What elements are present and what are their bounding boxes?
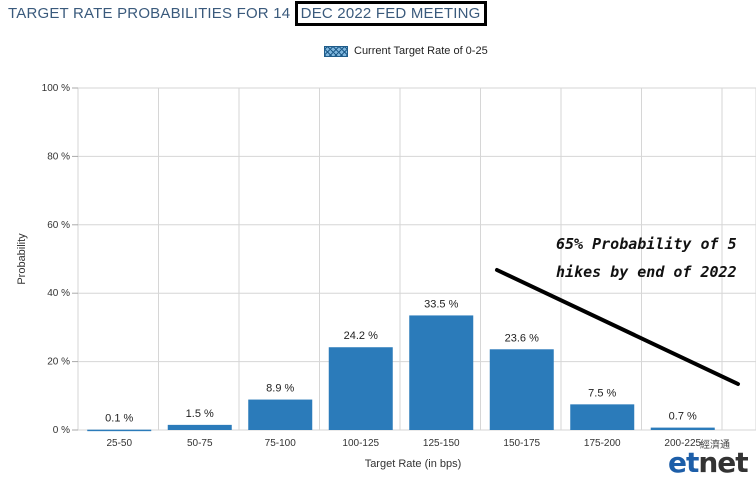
title-prefix: TARGET RATE PROBABILITIES FOR 14	[8, 5, 295, 22]
x-tick-label: 125-150	[423, 438, 460, 449]
data-label: 7.5 %	[588, 387, 616, 399]
annotation-text: 65% Probability of 5 hikes by end of 202…	[556, 230, 746, 286]
annotation-line-2: hikes by end of 2022	[556, 263, 737, 281]
page-title: TARGET RATE PROBABILITIES FOR 14 DEC 202…	[8, 1, 487, 26]
bar	[167, 424, 232, 430]
x-axis-label: Target Rate (in bps)	[365, 458, 462, 470]
bar	[87, 429, 152, 432]
data-label: 24.2 %	[344, 330, 378, 342]
x-tick-label: 150-175	[503, 438, 540, 449]
legend-label: Current Target Rate of 0-25	[354, 45, 488, 57]
chart-legend[interactable]: Current Target Rate of 0-25	[324, 45, 488, 57]
annotation-line-1: 65% Probability of 5	[556, 235, 737, 253]
y-axis-label: Probability	[16, 233, 28, 285]
y-tick-label: 100 %	[42, 83, 70, 94]
y-tick-label: 80 %	[47, 151, 70, 162]
bar	[489, 349, 554, 430]
x-tick-label: 25-50	[106, 438, 132, 449]
bar	[409, 315, 474, 430]
x-tick-label: 75-100	[265, 438, 297, 449]
logo-net: net	[698, 446, 748, 479]
y-tick-label: 40 %	[47, 288, 70, 299]
x-tick-label: 100-125	[342, 438, 379, 449]
x-tick-label: 200-225	[664, 438, 701, 449]
data-label: 8.9 %	[266, 383, 294, 395]
x-tick-label: 50-75	[187, 438, 213, 449]
y-tick-label: 20 %	[47, 357, 70, 368]
data-label: 23.6 %	[505, 332, 539, 344]
data-label: 1.5 %	[186, 408, 214, 420]
bar	[328, 347, 393, 430]
legend-swatch-icon	[324, 45, 348, 57]
y-tick-label: 0 %	[53, 425, 70, 436]
annotation-line	[495, 268, 740, 386]
bar	[650, 427, 715, 430]
brand-chinese-text: 經濟通	[700, 440, 730, 451]
x-tick-label: 175-200	[584, 438, 621, 449]
logo-et: et	[668, 446, 699, 479]
title-highlight: DEC 2022 FED MEETING	[294, 1, 487, 26]
bar	[248, 399, 313, 430]
data-label: 0.7 %	[669, 411, 697, 423]
y-tick-label: 60 %	[47, 220, 70, 231]
bar	[570, 404, 635, 430]
data-label: 33.5 %	[424, 298, 458, 310]
data-label: 0.1 %	[105, 413, 133, 425]
etnet-logo: etnet	[668, 446, 749, 479]
